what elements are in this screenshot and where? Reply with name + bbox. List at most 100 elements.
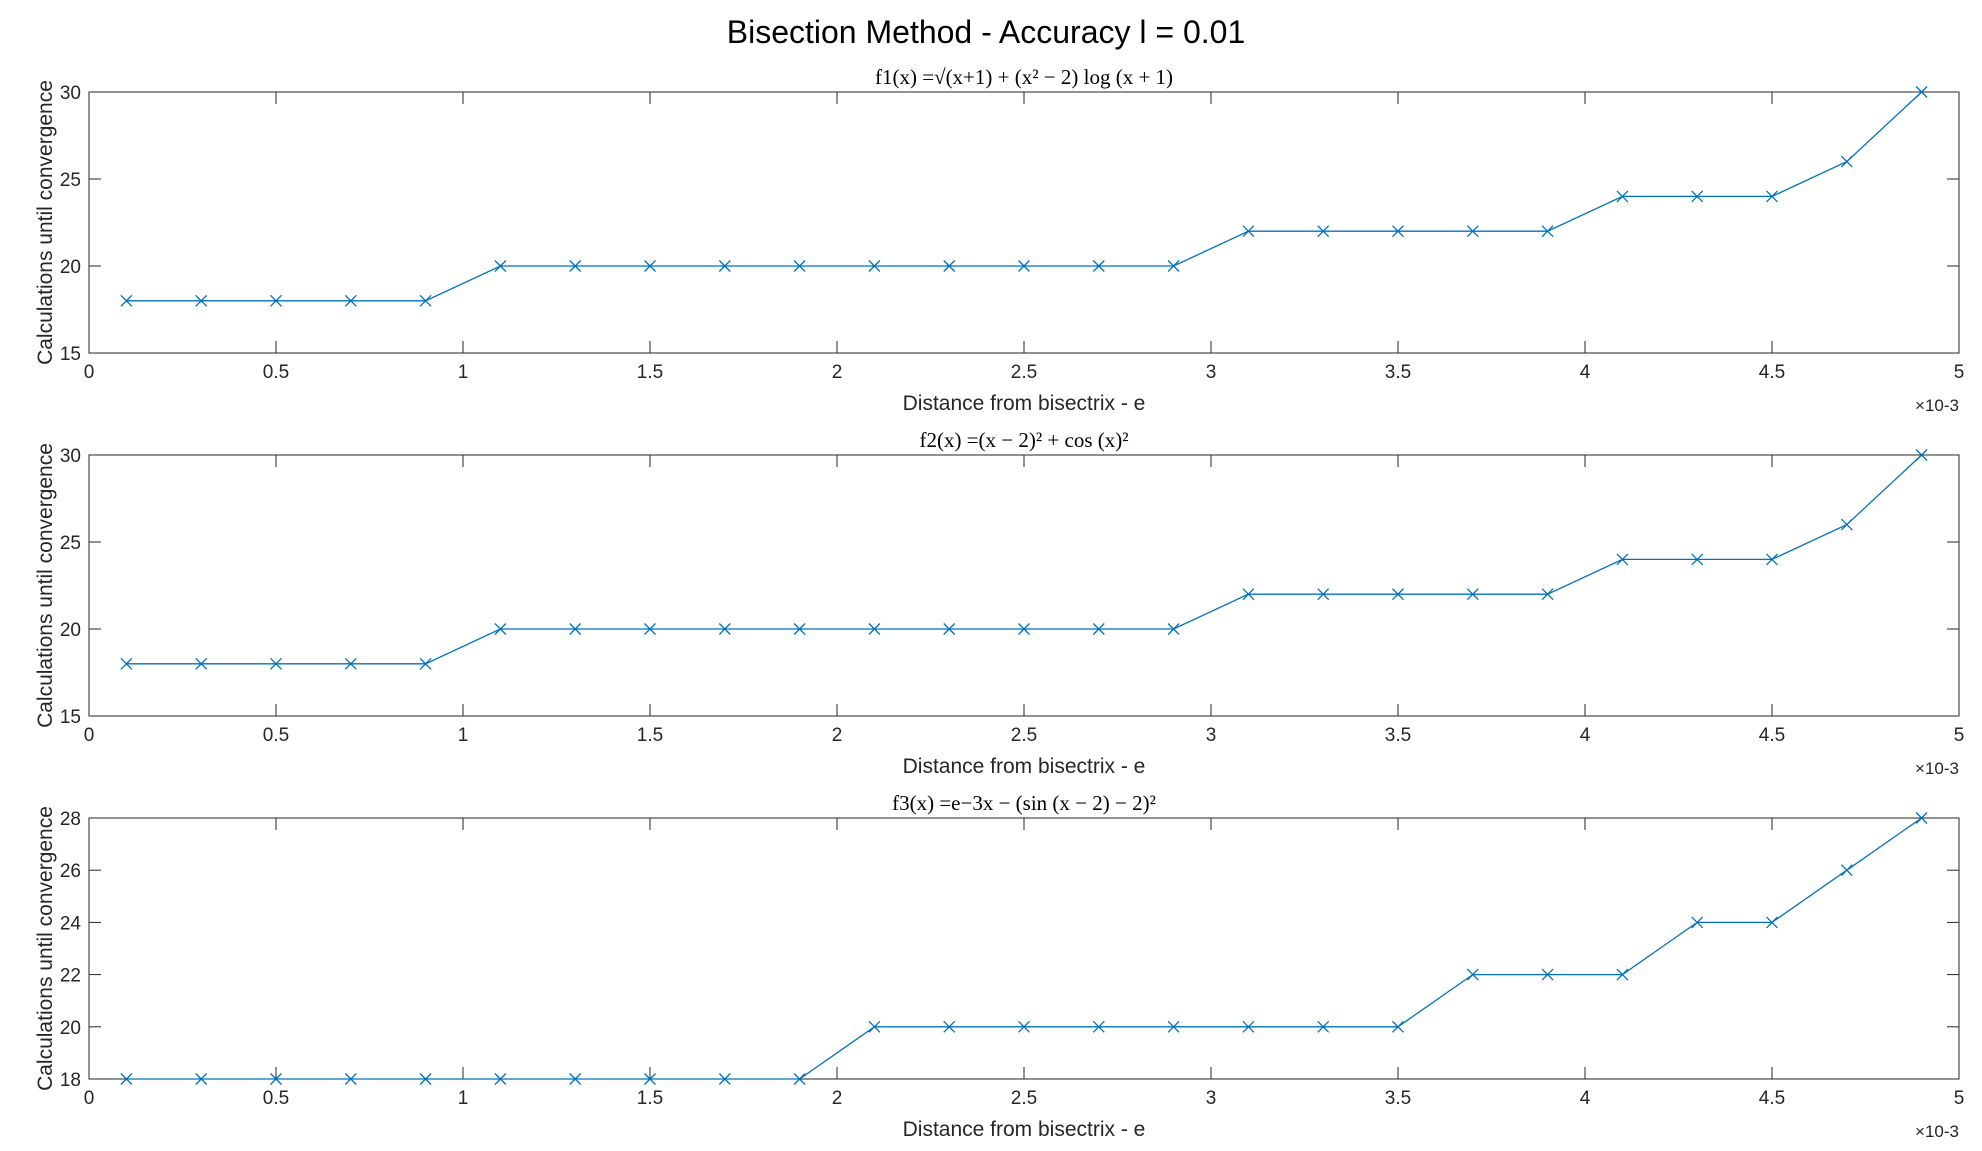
data-point-marker: [1466, 588, 1479, 601]
data-point-marker: [344, 1073, 357, 1085]
y-tick-label: 28: [60, 809, 81, 830]
x-tick-label: 5: [1954, 362, 1965, 383]
y-tick-label: 20: [60, 620, 81, 641]
data-point-marker: [344, 657, 357, 670]
data-point-marker: [1392, 588, 1404, 601]
data-point-marker: [494, 260, 507, 272]
x-tick-label: 2: [832, 1088, 843, 1109]
x-tick-label: 0.5: [263, 1088, 289, 1109]
data-point-marker: [1541, 968, 1554, 981]
y-tick-label: 20: [60, 1018, 81, 1039]
data-point-marker: [868, 623, 881, 635]
data-point-marker: [1691, 553, 1704, 566]
data-point-marker: [1242, 1020, 1255, 1033]
x-tick-label: 2: [832, 362, 843, 383]
data-point-marker: [270, 294, 282, 307]
x-tick-label: 4: [1580, 362, 1591, 383]
data-point-marker: [494, 1073, 507, 1085]
x-tick-label: 3.5: [1385, 362, 1411, 383]
x-tick-label: 3.5: [1385, 725, 1411, 746]
x-tick-label: 0: [84, 362, 95, 383]
data-point-marker: [344, 294, 357, 307]
x-tick-label: 1.5: [637, 725, 663, 746]
y-tick-label: 20: [60, 257, 81, 278]
data-point-marker: [569, 1073, 582, 1085]
figure-title: Bisection Method - Accuracy l = 0.01: [727, 14, 1245, 50]
x-tick-label: 5: [1954, 725, 1965, 746]
data-point-marker: [943, 260, 956, 272]
data-point-marker: [120, 657, 133, 670]
subplot-3: 0 0.5 1 1.5 2 2.5 3 3.5 4 4.5 5 18 20 22 24 26 28 f3(x) =…: [34, 791, 1964, 1141]
x-exponent-label: ×10-3: [1915, 759, 1959, 778]
data-point-marker: [1317, 588, 1330, 601]
data-point-marker: [718, 623, 731, 635]
data-point-marker: [270, 1073, 282, 1085]
y-tick-label: 18: [60, 1070, 81, 1091]
data-point-marker: [1092, 1020, 1105, 1033]
x-tick-label: 1: [458, 362, 469, 383]
data-point-marker: [1317, 225, 1330, 238]
data-point-marker: [1766, 916, 1778, 929]
subplot-title: f3(x) =e−3x − (sin (x − 2) − 2)²: [892, 791, 1156, 815]
data-point-marker: [419, 1073, 432, 1085]
data-point-marker: [1541, 588, 1554, 601]
y-tick-label: 22: [60, 966, 81, 987]
data-point-marker: [1167, 1020, 1180, 1033]
x-axis-label: Distance from bisectrix - e: [903, 755, 1146, 778]
x-tick-label: 0.5: [263, 725, 289, 746]
subplot-1: 0 0.5 1 1.5 2 2.5 3 3.5 4 4.5 5 15 20 25 30 f1(x) =√(x+…: [34, 65, 1964, 415]
data-point-marker: [1766, 553, 1778, 566]
data-point-marker: [1691, 916, 1704, 929]
data-point-marker: [1167, 623, 1180, 635]
data-point-marker: [419, 294, 432, 307]
x-tick-label: 4.5: [1759, 725, 1785, 746]
x-tick-label: 1: [458, 725, 469, 746]
data-point-marker: [1018, 260, 1030, 272]
data-point-marker: [943, 623, 956, 635]
data-point-marker: [1915, 86, 1928, 98]
data-point-marker: [120, 1073, 133, 1085]
data-point-marker: [1018, 623, 1030, 635]
x-tick-label: 4: [1580, 1088, 1591, 1109]
x-exponent-label: ×10-3: [1915, 1122, 1959, 1141]
x-tick-label: 1.5: [637, 1088, 663, 1109]
data-point-marker: [419, 657, 432, 670]
data-point-marker: [120, 294, 133, 307]
data-point-marker: [1167, 260, 1180, 272]
data-point-marker: [1840, 518, 1853, 531]
subplot-title: f1(x) =√(x+1) + (x² − 2) log (x + 1): [875, 65, 1173, 89]
x-tick-label: 1.5: [637, 362, 663, 383]
data-point-marker: [1616, 968, 1629, 981]
data-point-marker: [1616, 190, 1629, 203]
data-point-marker: [1092, 260, 1105, 272]
data-point-marker: [793, 1073, 806, 1085]
data-point-marker: [1466, 968, 1479, 981]
y-tick-label: 15: [60, 344, 81, 365]
y-tick-label: 26: [60, 861, 81, 882]
x-tick-label: 5: [1954, 1088, 1965, 1109]
subplot-title: f2(x) =(x − 2)² + cos (x)²: [919, 428, 1128, 452]
data-point-marker: [718, 260, 731, 272]
x-tick-label: 3: [1206, 1088, 1217, 1109]
x-tick-label: 0.5: [263, 362, 289, 383]
data-point-marker: [793, 623, 806, 635]
data-point-marker: [494, 623, 507, 635]
y-axis-label: Calculations until convergence: [34, 443, 57, 728]
data-point-marker: [1840, 155, 1853, 168]
data-point-marker: [1466, 225, 1479, 238]
x-tick-label: 0: [84, 725, 95, 746]
x-tick-label: 3: [1206, 725, 1217, 746]
data-point-marker: [1915, 449, 1928, 461]
plot-area: [88, 454, 1960, 717]
data-point-marker: [793, 260, 806, 272]
data-point-marker: [868, 1020, 881, 1033]
y-tick-label: 30: [60, 446, 81, 467]
data-point-marker: [1242, 588, 1255, 601]
data-point-marker: [644, 1073, 656, 1085]
data-point-marker: [195, 657, 208, 670]
x-tick-label: 0: [84, 1088, 95, 1109]
data-point-marker: [1317, 1020, 1330, 1033]
data-point-marker: [1242, 225, 1255, 238]
plot-area: [88, 817, 1960, 1080]
data-point-marker: [1915, 812, 1928, 824]
